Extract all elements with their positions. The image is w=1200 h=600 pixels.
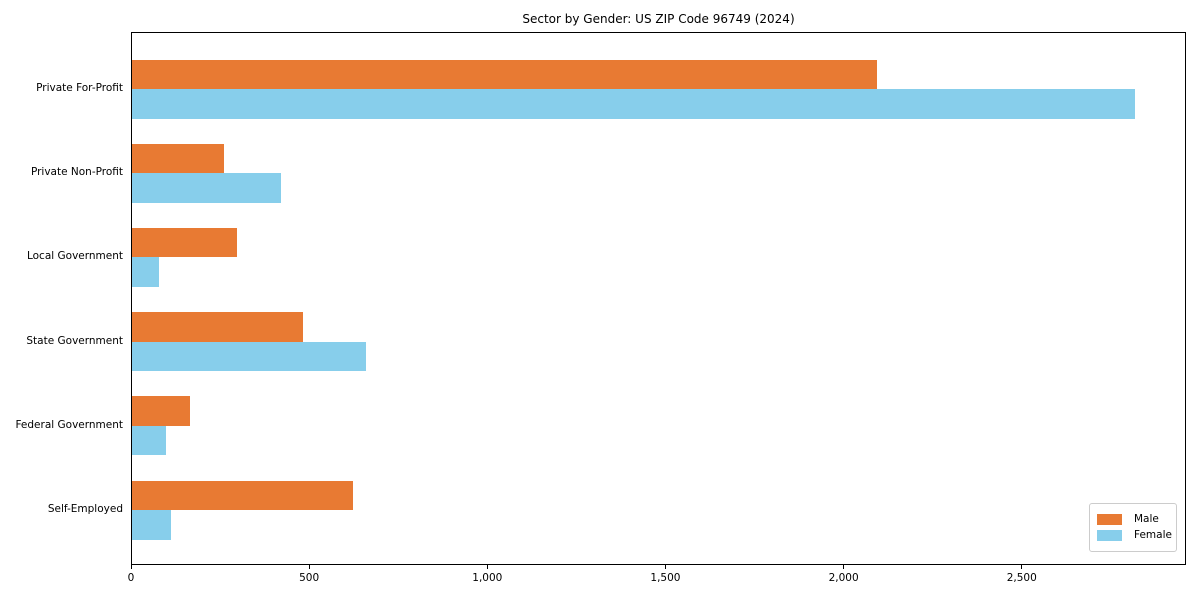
x-axis: 0 500 1,000 1,500 2,000 2,500 [127,565,1186,597]
bar-male [132,480,354,510]
x-tick-mark [664,565,666,569]
x-tick-mark [486,565,488,569]
y-axis-label: Private For-Profit [36,82,123,94]
chart-title: Sector by Gender: US ZIP Code 96749 (202… [522,12,795,26]
bar-male [132,227,237,258]
bar-female [132,510,172,540]
y-axis-labels: Private For-Profit Private Non-Profit Loca… [0,32,123,565]
bar-female [132,89,1135,119]
legend-item-male: Male [1097,513,1168,526]
y-axis-label: State Government [26,334,123,347]
x-tick-mark [843,565,845,569]
legend-label-female: Female [1134,529,1172,541]
bar-male [132,59,878,89]
legend: Male Female [1089,503,1177,552]
bar-female [132,425,166,456]
x-tick-mark [308,565,310,569]
y-axis-label: Federal Government [15,418,123,431]
y-axis-label: Private Non-Profit [30,166,123,179]
x-tick-label: 0 [127,572,135,584]
x-tick-label: 500 [299,572,320,584]
x-tick-mark [130,565,132,569]
y-axis-label: Local Government [26,250,123,263]
x-tick-mark [1021,565,1023,569]
x-tick-label: 1,500 [650,572,681,584]
legend-item-female: Female [1097,529,1172,542]
legend-swatch-male-icon [1097,514,1122,525]
x-tick-label: 2,500 [1006,572,1037,584]
plot-area: Male Female [131,32,1186,565]
bar-male [132,312,303,342]
bar-female [132,173,282,203]
x-tick-label: 1,000 [472,572,503,584]
x-tick-label: 2,000 [828,572,859,584]
bar-female [132,341,366,372]
legend-swatch-female-icon [1097,530,1122,541]
y-axis-label: Self-Employed [47,503,123,515]
legend-label-male: Male [1134,513,1159,525]
bars-layer [132,33,1185,564]
bar-male [132,396,191,426]
bar-male [132,143,225,174]
bar-female [132,257,160,287]
